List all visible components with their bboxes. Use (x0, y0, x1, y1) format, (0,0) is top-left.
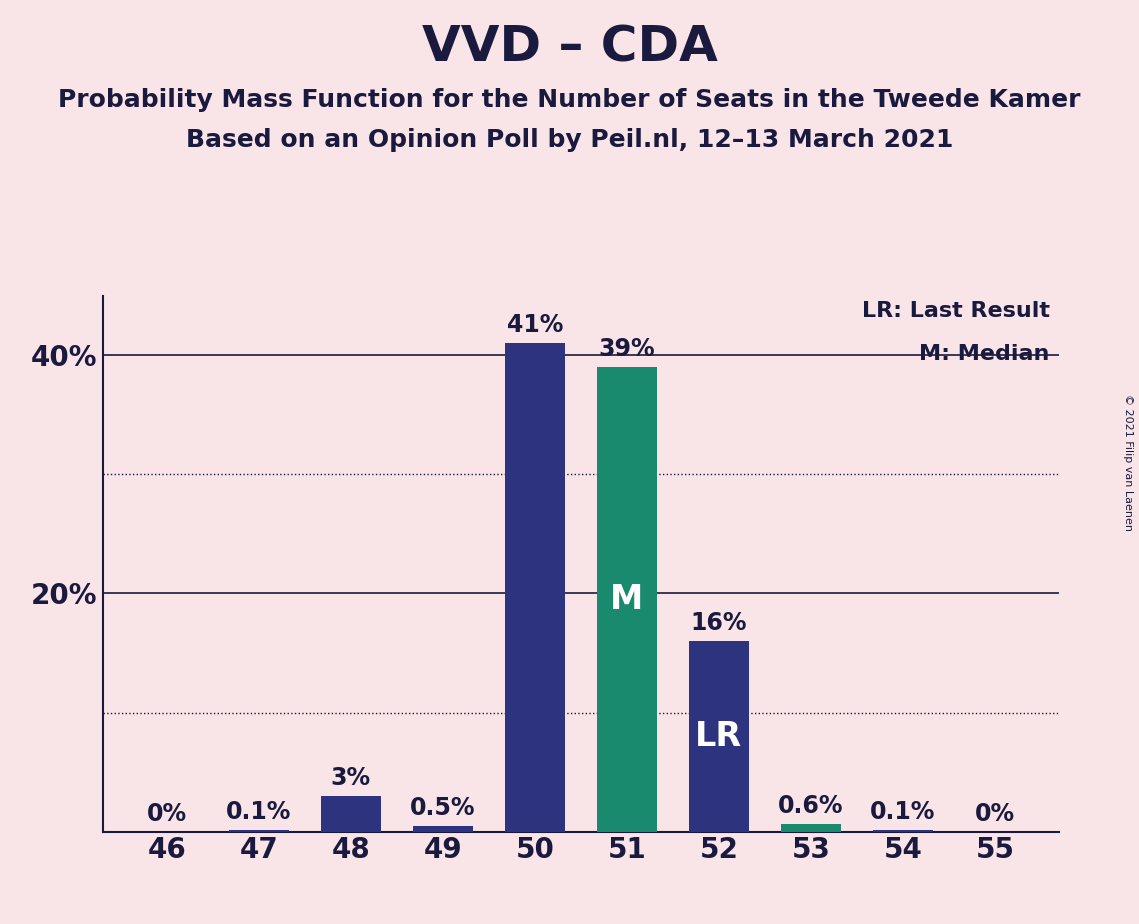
Text: © 2021 Filip van Laenen: © 2021 Filip van Laenen (1123, 394, 1133, 530)
Bar (321, 796, 380, 832)
Bar (413, 826, 473, 832)
Text: 39%: 39% (599, 337, 655, 361)
Text: 0.5%: 0.5% (410, 796, 476, 820)
Text: M: Median: M: Median (919, 344, 1050, 364)
Text: LR: LR (695, 720, 743, 753)
Bar (597, 367, 657, 832)
Text: 0.1%: 0.1% (870, 800, 935, 824)
Bar (872, 831, 933, 832)
Text: 0.1%: 0.1% (227, 800, 292, 824)
Text: 41%: 41% (507, 313, 563, 337)
Text: LR: Last Result: LR: Last Result (862, 301, 1050, 321)
Text: 3%: 3% (330, 766, 371, 790)
Text: M: M (611, 583, 644, 616)
Bar (689, 641, 748, 832)
Text: 16%: 16% (690, 611, 747, 635)
Text: 0%: 0% (147, 802, 187, 826)
Text: Probability Mass Function for the Number of Seats in the Tweede Kamer: Probability Mass Function for the Number… (58, 88, 1081, 112)
Bar (229, 831, 289, 832)
Text: 0.6%: 0.6% (778, 795, 844, 819)
Text: Based on an Opinion Poll by Peil.nl, 12–13 March 2021: Based on an Opinion Poll by Peil.nl, 12–… (186, 128, 953, 152)
Bar (781, 824, 841, 832)
Text: VVD – CDA: VVD – CDA (421, 23, 718, 71)
Text: 0%: 0% (975, 802, 1015, 826)
Bar (505, 344, 565, 832)
